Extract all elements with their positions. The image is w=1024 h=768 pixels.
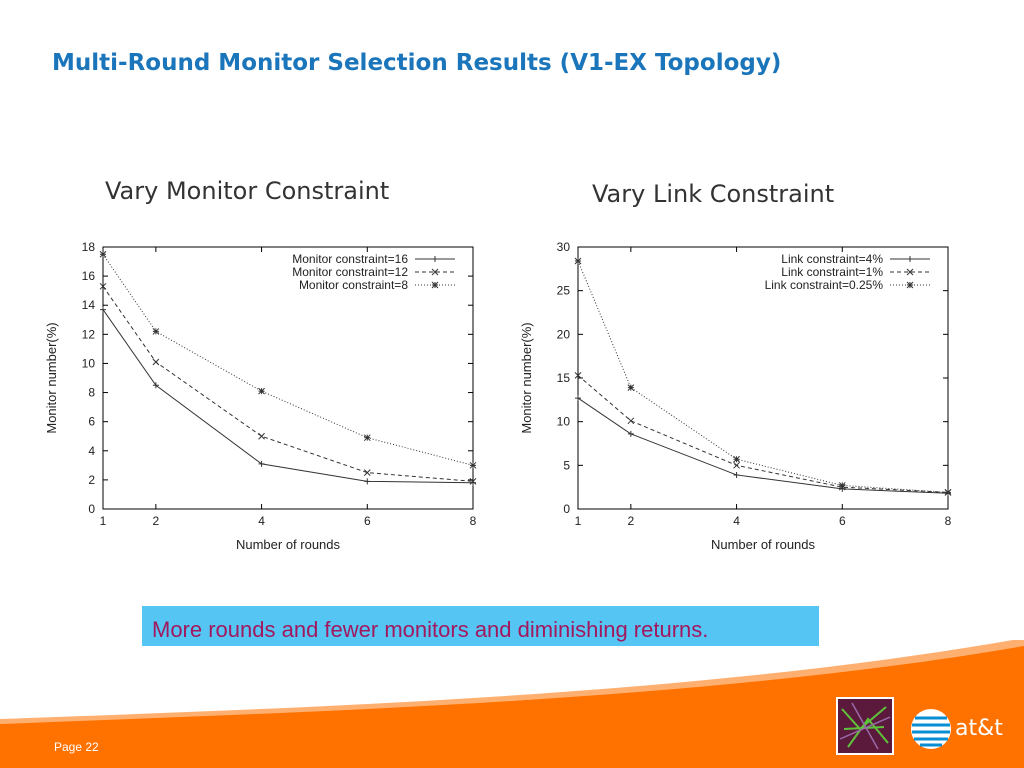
legend-marker: [907, 256, 913, 262]
plot-frame: [577, 246, 949, 510]
data-point: [469, 477, 477, 485]
y-tick-label: 18: [82, 240, 96, 254]
x-tick-label: 1: [575, 514, 582, 528]
data-point: [99, 282, 107, 290]
chart-heading-monitor: Vary Monitor Constraint: [105, 177, 390, 205]
series-line-1: [577, 397, 949, 494]
chart-heading-link: Vary Link Constraint: [592, 180, 835, 208]
y-tick-label: 20: [557, 327, 571, 341]
y-tick-label: 12: [82, 327, 96, 341]
y-axis-label: Monitor number(%): [519, 322, 534, 433]
x-tick-label: 6: [839, 514, 846, 528]
data-point: [363, 434, 371, 442]
data-point: [575, 395, 581, 402]
legend-marker: [906, 281, 914, 289]
series-line-3: [577, 260, 949, 493]
y-tick-label: 0: [88, 502, 95, 516]
caption-box: More rounds and fewer monitors and dimin…: [142, 606, 819, 646]
data-point: [363, 469, 371, 476]
data-point: [733, 455, 740, 463]
legend-marker: [906, 268, 914, 276]
y-tick-label: 8: [88, 386, 95, 400]
att-globe-icon: [911, 709, 951, 749]
plot-frame: [102, 246, 474, 510]
data-point: [364, 478, 371, 485]
y-tick-label: 2: [88, 473, 95, 487]
y-axis-label: Monitor number(%): [44, 322, 59, 433]
data-point: [733, 471, 740, 478]
data-point: [944, 489, 952, 496]
y-tick-label: 6: [88, 415, 95, 429]
x-tick-label: 2: [628, 514, 635, 528]
y-tick-label: 10: [82, 356, 96, 370]
legend-label-2: Link constraint=1%: [781, 265, 883, 279]
data-point: [100, 306, 106, 313]
x-tick-label: 6: [364, 514, 371, 528]
data-point: [627, 384, 635, 391]
caption-text: More rounds and fewer monitors and dimin…: [152, 617, 709, 642]
legend-marker: [431, 281, 439, 289]
footer-swoosh: [0, 640, 1024, 768]
data-point: [574, 372, 582, 379]
data-point: [838, 482, 846, 489]
legend-label-1: Link constraint=4%: [781, 252, 883, 266]
x-tick-label: 4: [733, 514, 740, 528]
x-tick-label: 8: [945, 514, 952, 528]
slide-title: Multi-Round Monitor Selection Results (V…: [52, 50, 782, 76]
series-line-3: [102, 253, 474, 466]
data-point: [469, 461, 477, 469]
decorative-badge-icon: [836, 697, 894, 755]
att-logo-text: at&t: [955, 716, 1003, 741]
x-tick-label: 2: [153, 514, 160, 528]
data-point: [258, 460, 265, 467]
data-point: [627, 430, 634, 437]
y-tick-label: 25: [557, 284, 571, 298]
x-axis-label: Number of rounds: [711, 537, 816, 552]
y-tick-label: 14: [82, 298, 96, 312]
legend-label-3: Monitor constraint=8: [299, 278, 408, 292]
data-point: [152, 382, 159, 389]
legend-label-3: Link constraint=0.25%: [765, 278, 884, 292]
page-number: Page 22: [54, 740, 99, 754]
y-tick-label: 4: [88, 444, 95, 458]
x-tick-label: 1: [100, 514, 107, 528]
data-point: [258, 387, 265, 395]
legend-marker: [431, 268, 439, 276]
y-tick-label: 15: [557, 371, 571, 385]
x-tick-label: 8: [470, 514, 477, 528]
y-tick-label: 10: [557, 415, 571, 429]
y-tick-label: 16: [82, 269, 96, 283]
series-line-1: [102, 309, 474, 484]
x-tick-label: 4: [258, 514, 265, 528]
data-point: [99, 250, 107, 258]
legend-label-2: Monitor constraint=12: [292, 265, 408, 279]
legend-marker: [432, 256, 438, 262]
data-point: [627, 417, 635, 425]
data-point: [258, 432, 265, 440]
series-line-2: [102, 286, 474, 482]
data-point: [152, 328, 160, 335]
y-tick-label: 30: [557, 240, 571, 254]
x-axis-label: Number of rounds: [236, 537, 341, 552]
data-point: [152, 358, 160, 366]
chart-link-constraint: 0 5 10 15 20 25 30 1 2 4 6 8 Number of rounds Monitor…: [519, 240, 952, 552]
legend-label-1: Monitor constraint=16: [292, 252, 408, 266]
data-point: [574, 257, 582, 265]
y-tick-label: 5: [563, 458, 570, 472]
y-tick-label: 0: [563, 502, 570, 516]
data-point: [733, 461, 740, 469]
